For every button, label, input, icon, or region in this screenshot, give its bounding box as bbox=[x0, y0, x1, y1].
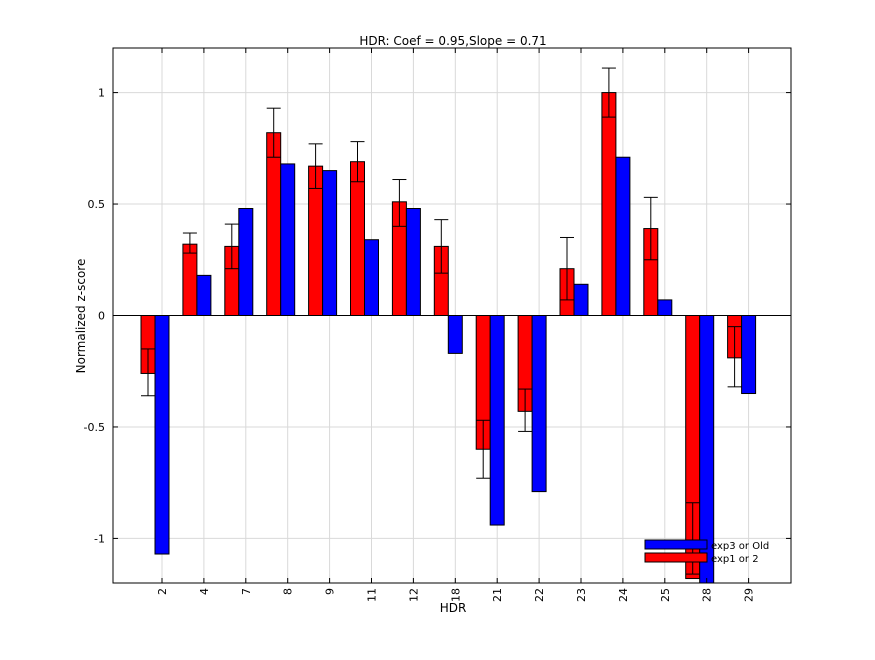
y-tick-label: -1 bbox=[94, 532, 105, 545]
error-bar-18 bbox=[434, 219, 449, 274]
x-tick-label: 21 bbox=[491, 588, 504, 602]
error-bar-8 bbox=[266, 107, 281, 158]
error-bars bbox=[141, 67, 742, 575]
x-tick-label: 2 bbox=[156, 588, 169, 595]
legend-swatch bbox=[644, 552, 708, 563]
error-bar-23 bbox=[560, 236, 574, 301]
error-bar-9 bbox=[308, 143, 323, 189]
y-tick-label: 0.5 bbox=[88, 198, 106, 211]
x-axis-ticks: 2 4 7 8 9 11 12 18 21 22 23 24 25 28 29 bbox=[156, 48, 756, 602]
x-tick-label: 7 bbox=[240, 588, 253, 595]
legend-label: exp1 or 2 bbox=[711, 554, 759, 565]
error-bar-11 bbox=[350, 141, 365, 183]
bar-exp3-or-old-9 bbox=[322, 170, 338, 316]
error-bar-2 bbox=[141, 348, 155, 397]
x-tick-label: 4 bbox=[198, 588, 211, 595]
x-tick-label: 9 bbox=[324, 588, 337, 595]
x-tick-label: 8 bbox=[282, 588, 295, 595]
y-tick-label: -0.5 bbox=[84, 421, 105, 434]
error-bar-21 bbox=[476, 419, 491, 479]
x-tick-label: 18 bbox=[449, 588, 462, 602]
legend: exp3 or Old exp1 or 2 bbox=[644, 539, 769, 565]
error-bar-25 bbox=[643, 196, 658, 261]
error-bar-7 bbox=[224, 223, 239, 270]
x-tick-label: 22 bbox=[533, 588, 546, 602]
bar-exp1-or-2-4 bbox=[182, 243, 198, 317]
y-tick-label: 1 bbox=[98, 87, 105, 100]
bar-exp3-or-old-7 bbox=[238, 208, 254, 316]
legend-label: exp3 or Old bbox=[711, 541, 769, 552]
bar-exp3-or-old-12 bbox=[405, 208, 421, 316]
x-tick-label: 24 bbox=[617, 588, 630, 602]
bars bbox=[140, 92, 757, 584]
error-bar-24 bbox=[601, 67, 616, 118]
error-bar-22 bbox=[518, 388, 533, 432]
y-axis-label: Normalized z-score bbox=[74, 259, 88, 374]
error-bar-12 bbox=[392, 179, 407, 227]
chart-title: HDR: Coef = 0.95,Slope = 0.71 bbox=[359, 34, 546, 48]
bar-exp1-or-2-8 bbox=[266, 132, 282, 316]
x-tick-label: 25 bbox=[659, 588, 672, 602]
bar-exp3-or-old-4 bbox=[196, 274, 212, 316]
legend-swatch bbox=[644, 539, 708, 550]
y-axis-ticks: -1 -0.5 0 0.5 1 bbox=[84, 87, 791, 545]
bar-exp3-or-old-25 bbox=[657, 299, 673, 317]
bar-exp3-or-old-11 bbox=[364, 239, 379, 316]
x-tick-label: 12 bbox=[407, 588, 420, 602]
bar-exp3-or-old-8 bbox=[280, 163, 296, 316]
error-bar-4 bbox=[182, 232, 197, 254]
x-tick-label: 11 bbox=[366, 588, 379, 602]
x-axis-label: HDR bbox=[440, 601, 467, 615]
x-tick-label: 23 bbox=[575, 588, 588, 602]
bar-exp3-or-old-22 bbox=[531, 315, 547, 493]
bar-exp3-or-old-29 bbox=[741, 315, 757, 395]
error-bar-29 bbox=[727, 326, 742, 388]
bar-exp3-or-old-23 bbox=[573, 283, 589, 316]
x-tick-label: 29 bbox=[743, 588, 756, 602]
bar-exp1-or-2-24 bbox=[601, 92, 617, 317]
bar-exp3-or-old-2 bbox=[154, 315, 170, 555]
bar-exp1-or-2-11 bbox=[350, 161, 365, 316]
bar-exp3-or-old-18 bbox=[447, 315, 463, 354]
x-tick-label: 28 bbox=[701, 588, 714, 602]
bar-exp3-or-old-24 bbox=[615, 156, 631, 316]
bar-exp3-or-old-21 bbox=[489, 315, 505, 526]
y-tick-label: 0 bbox=[98, 310, 105, 323]
